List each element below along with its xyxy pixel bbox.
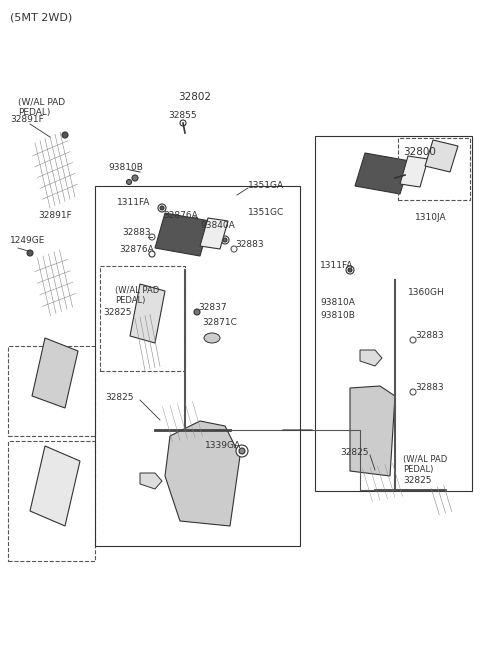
Text: 32800: 32800 [404,147,436,157]
Polygon shape [200,218,228,249]
Text: 32871C: 32871C [202,318,237,327]
Text: 32883: 32883 [415,331,444,340]
Text: 1351GA: 1351GA [248,181,284,190]
Circle shape [348,268,352,272]
Circle shape [180,120,186,126]
Polygon shape [155,213,210,256]
Circle shape [404,171,410,177]
Text: 32802: 32802 [179,92,212,102]
Text: 1351GC: 1351GC [248,208,284,217]
Bar [8,441,95,561]
Text: 32883: 32883 [415,383,444,392]
Circle shape [132,175,138,181]
Text: PEDAL): PEDAL) [18,108,50,117]
Text: (W/AL PAD: (W/AL PAD [403,455,447,464]
Bar [95,186,300,546]
Text: 1311FA: 1311FA [320,261,353,270]
Polygon shape [360,350,382,366]
Text: (5MT 2WD): (5MT 2WD) [10,13,72,23]
Text: 32891F: 32891F [38,211,72,220]
Text: 32825: 32825 [340,448,369,457]
Text: 32825: 32825 [103,308,132,317]
Text: 1339GA: 1339GA [205,441,241,450]
Circle shape [239,448,245,454]
Polygon shape [130,284,165,343]
Circle shape [194,309,200,315]
Text: 32876A: 32876A [119,245,154,254]
Polygon shape [350,386,395,476]
Polygon shape [32,338,78,408]
Text: 93810B: 93810B [320,311,355,320]
Circle shape [231,246,237,252]
Text: 32837: 32837 [198,303,227,312]
Bar [315,136,472,491]
Ellipse shape [204,333,220,343]
Polygon shape [425,140,458,172]
Polygon shape [355,153,410,194]
Text: 32883: 32883 [235,240,264,249]
Bar [100,266,185,371]
Text: 32825: 32825 [105,393,133,402]
Text: 32876A: 32876A [163,211,198,220]
Text: 1249GE: 1249GE [10,236,46,245]
Text: PEDAL): PEDAL) [115,296,145,305]
Circle shape [62,132,68,138]
Text: 32891F: 32891F [10,115,44,124]
Text: 93810A: 93810A [320,298,355,307]
Text: 32883: 32883 [122,228,151,237]
Text: 93840A: 93840A [200,221,235,230]
Text: (W/AL PAD: (W/AL PAD [115,286,159,295]
Circle shape [223,238,227,242]
Circle shape [221,236,229,244]
Text: PEDAL): PEDAL) [403,465,433,474]
Circle shape [127,180,132,184]
Polygon shape [140,473,162,489]
Circle shape [236,445,248,457]
Circle shape [27,250,33,256]
Text: 1360GH: 1360GH [408,288,445,297]
Circle shape [149,234,155,240]
Polygon shape [165,421,240,526]
Circle shape [410,389,416,395]
Circle shape [346,266,354,274]
Bar [8,346,95,436]
Text: 1310JA: 1310JA [415,213,446,222]
Text: 1311FA: 1311FA [117,198,150,207]
Text: 32825: 32825 [403,476,432,485]
Text: (W/AL PAD: (W/AL PAD [18,98,65,107]
Polygon shape [30,446,80,526]
Circle shape [192,217,198,223]
Polygon shape [400,156,428,187]
Circle shape [149,251,155,257]
Bar [398,138,470,200]
Text: 32855: 32855 [168,111,197,120]
Circle shape [410,337,416,343]
Circle shape [160,206,164,210]
Circle shape [158,204,166,212]
Text: 93810B: 93810B [108,163,143,172]
